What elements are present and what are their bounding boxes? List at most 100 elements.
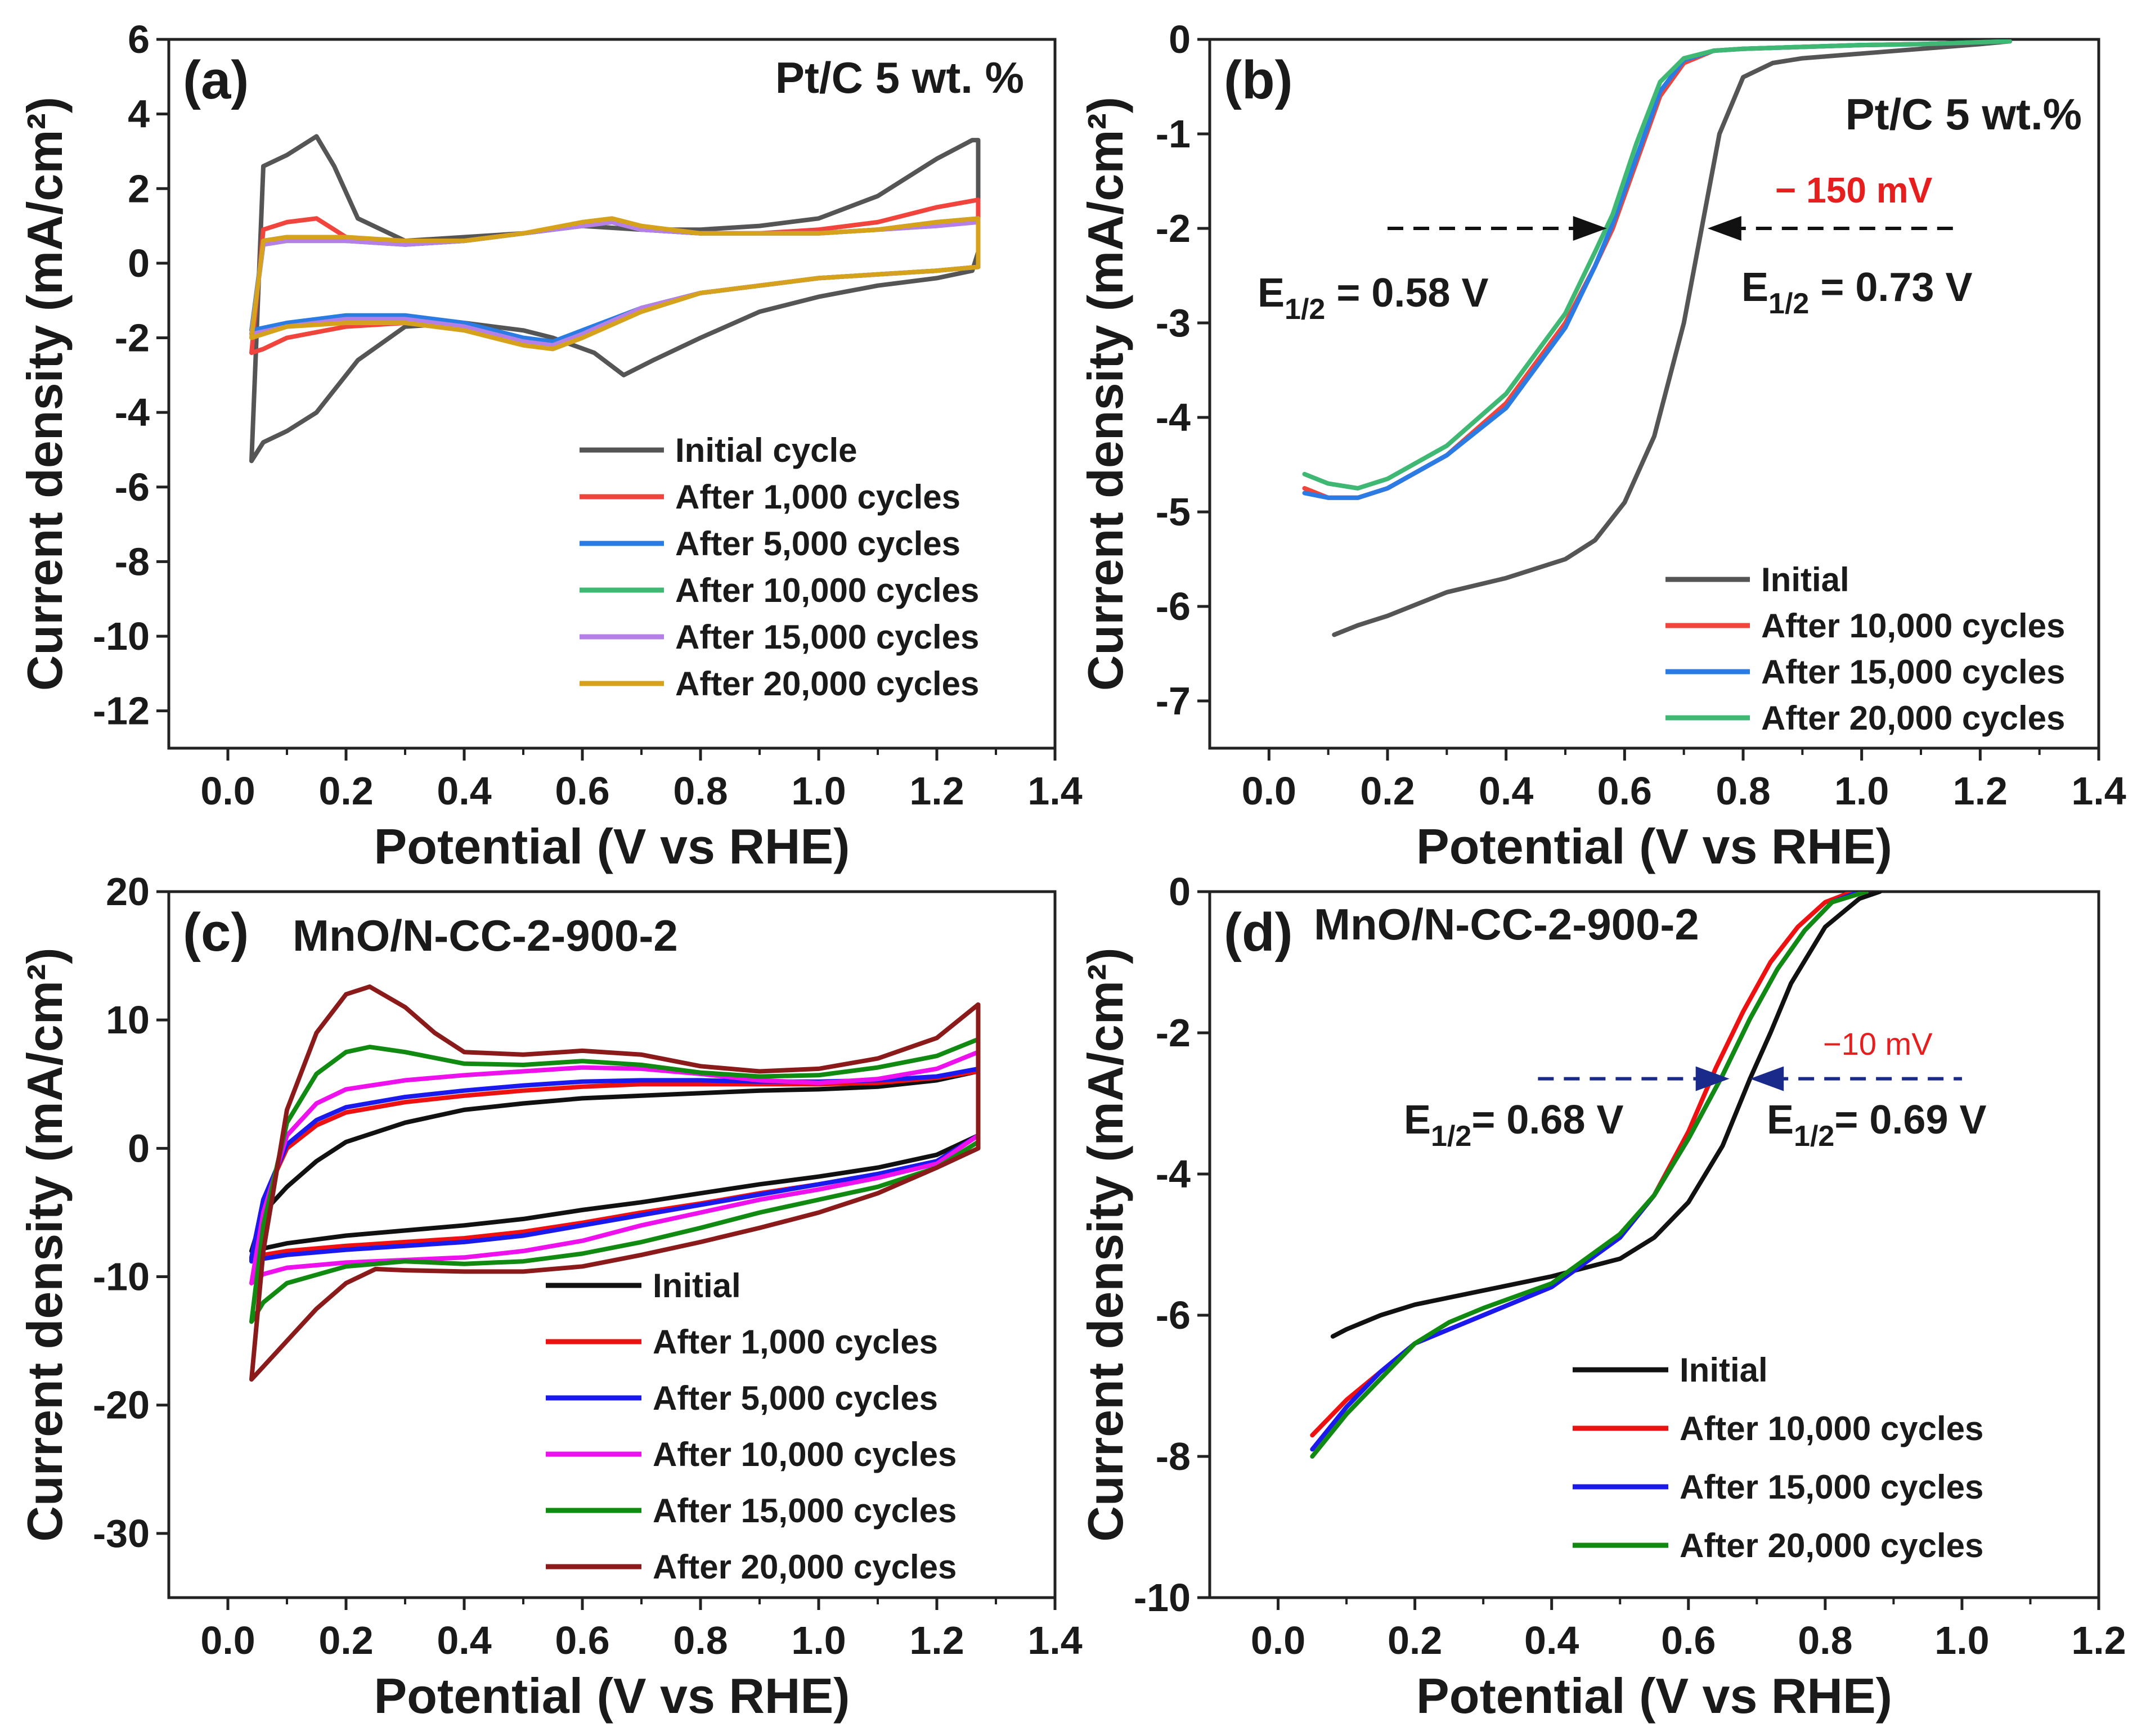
y-tick-label: -8 <box>1156 1434 1191 1478</box>
panel-title: Pt/C 5 wt. % <box>775 53 1024 102</box>
legend-entry: After 20,000 cycles <box>653 1548 957 1586</box>
y-tick-label: -5 <box>1156 490 1191 534</box>
x-tick-label: 0.6 <box>1597 769 1652 813</box>
x-tick-label: 0.2 <box>1360 769 1415 813</box>
x-tick-label: 0.8 <box>673 1618 728 1662</box>
x-tick-label: 0.6 <box>1661 1618 1716 1662</box>
plot-frame <box>167 890 1057 1599</box>
panel-title: MnO/N-CC-2-900-2 <box>293 911 678 960</box>
legend-entry: Initial cycle <box>675 431 857 469</box>
arrow-left-icon <box>1707 216 1741 241</box>
series-line-initial <box>1332 39 2012 637</box>
e-half-right-label: E1/2 = 0.73 V <box>1741 265 1973 320</box>
legend-entry: After 5,000 cycles <box>675 525 960 563</box>
legend-entry: After 10,000 cycles <box>1680 1410 1983 1447</box>
y-tick-label: -2 <box>115 316 150 360</box>
series-group <box>249 134 981 464</box>
y-tick-label: -2 <box>1156 206 1191 250</box>
shift-label: − 150 mV <box>1775 170 1933 210</box>
x-tick-label: 1.2 <box>909 1618 964 1662</box>
y-tick-label: -6 <box>1156 584 1191 628</box>
x-tick-label: 0.0 <box>1251 1618 1305 1662</box>
y-axis-label: Current density (mA/cm²) <box>17 97 73 691</box>
y-tick-label: 0 <box>1169 870 1191 914</box>
x-tick-label: 0.4 <box>437 769 491 813</box>
panel-label: (a) <box>183 50 249 110</box>
series-line-after-20-000-cycles <box>249 984 981 1382</box>
y-tick-label: -6 <box>1156 1293 1191 1337</box>
x-tick-label: 0.0 <box>1242 769 1296 813</box>
panel-label: (c) <box>183 902 249 963</box>
legend-entry: After 20,000 cycles <box>1680 1527 1983 1564</box>
legend-entry: After 1,000 cycles <box>653 1323 938 1361</box>
panel-a: 0.0 0.2 0.4 0.6 0.8 1.0 1.2 1.4 -12 -10 -8 -6 -4 -2 0 2… <box>17 17 1083 874</box>
arrow-right-icon <box>1695 1066 1730 1091</box>
legend-entry: After 20,000 cycles <box>675 665 979 703</box>
y-tick-label: 6 <box>128 17 150 61</box>
x-tick-label: 0.6 <box>555 769 609 813</box>
y-tick-label: -10 <box>93 1255 150 1299</box>
series-line-after-20-000-cycles <box>249 216 981 352</box>
x-tick-label: 1.0 <box>791 1618 846 1662</box>
plot-frame <box>167 38 1057 750</box>
e-half-left-label: E1/2 = 0.58 V <box>1258 271 1489 326</box>
y-tick-label: 0 <box>1169 17 1191 61</box>
x-tick-label: 1.0 <box>1934 1618 1989 1662</box>
x-tick-label: 0.8 <box>1798 1618 1852 1662</box>
x-tick-label: 0.0 <box>200 1618 255 1662</box>
series-line-initial <box>1330 892 1883 1339</box>
legend-entry: Initial <box>1680 1351 1768 1389</box>
y-tick-label: -12 <box>93 689 150 733</box>
y-tick-label: -6 <box>115 465 150 509</box>
x-axis-label: Potential (V vs RHE) <box>1416 1668 1892 1724</box>
x-tick-label: 0.4 <box>1479 769 1533 813</box>
x-axis-label: Potential (V vs RHE) <box>374 818 850 874</box>
legend-entry: After 10,000 cycles <box>653 1436 957 1473</box>
panel-c: 0.0 0.2 0.4 0.6 0.8 1.0 1.2 1.4 -30 -20 -10 0 10 20 Po… <box>17 870 1083 1724</box>
panel-title: MnO/N-CC-2-900-2 <box>1314 900 1699 949</box>
legend-entry: After 10,000 cycles <box>675 572 979 609</box>
series-line-after-1-000-cycles <box>249 1069 981 1260</box>
x-tick-label: 0.8 <box>1716 769 1770 813</box>
y-tick-label: 0 <box>128 241 150 285</box>
y-tick-label: -8 <box>115 539 150 583</box>
series-group <box>1310 892 1883 1459</box>
series-line-initial-cycle <box>249 134 981 464</box>
plot-frame <box>1208 38 2100 750</box>
y-tick-label: -4 <box>115 390 150 434</box>
plot-frame <box>1208 890 2100 1599</box>
y-tick-label: -4 <box>1156 1152 1191 1196</box>
x-axis-label: Potential (V vs RHE) <box>374 1668 850 1724</box>
x-tick-label: 1.2 <box>909 769 964 813</box>
series-line-after-20-000-cycles <box>1302 39 2012 491</box>
y-tick-label: 0 <box>128 1126 150 1170</box>
x-tick-label: 1.4 <box>1027 769 1082 813</box>
legend-entry: Initial <box>1761 561 1849 599</box>
y-tick-label: -7 <box>1156 679 1191 723</box>
y-tick-label: 20 <box>106 870 150 914</box>
e-half-left-label: E1/2= 0.68 V <box>1404 1098 1624 1153</box>
series-group <box>1302 39 2012 637</box>
arrow-left-icon <box>1750 1066 1784 1091</box>
arrow-right-icon <box>1573 216 1607 241</box>
y-tick-label: -1 <box>1156 112 1191 156</box>
y-tick-label: 2 <box>128 167 150 210</box>
panel-b: 0.0 0.2 0.4 0.6 0.8 1.0 1.2 1.4 -7 -6 -5 -4 -3 -2 -1 0 P… <box>1078 17 2126 874</box>
y-tick-label: 4 <box>128 92 150 136</box>
legend-entry: After 5,000 cycles <box>653 1379 938 1417</box>
x-tick-label: 0.4 <box>437 1618 491 1662</box>
x-tick-label: 0.2 <box>318 1618 373 1662</box>
y-axis-label: Current density (mA/cm²) <box>1078 97 1133 691</box>
y-tick-label: -10 <box>93 614 150 658</box>
legend-entry: After 10,000 cycles <box>1761 607 2065 645</box>
x-tick-label: 0.4 <box>1524 1618 1579 1662</box>
y-axis-label: Current density (mA/cm²) <box>17 947 73 1541</box>
legend-entry: After 15,000 cycles <box>1680 1468 1983 1506</box>
legend-entry: After 15,000 cycles <box>675 618 979 656</box>
e-half-right-label: E1/2= 0.69 V <box>1767 1098 1987 1153</box>
series-line-initial <box>249 1069 981 1253</box>
series-line-after-15-000-cycles <box>249 1037 981 1324</box>
x-tick-label: 1.4 <box>2071 769 2126 813</box>
series-line-after-10-000-cycles <box>1310 892 1855 1438</box>
